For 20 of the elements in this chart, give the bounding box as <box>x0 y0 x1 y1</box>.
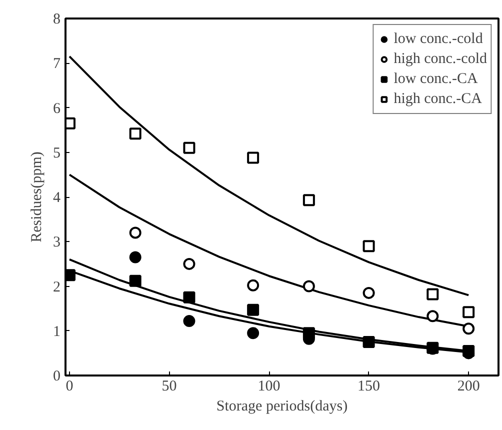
y-tick-label: 1 <box>53 324 60 340</box>
x-tick-label: 100 <box>258 378 280 394</box>
x-tick-label: 200 <box>457 378 480 394</box>
y-tick-label: 6 <box>53 100 61 117</box>
y-tick-label: 0 <box>53 368 60 384</box>
y-tick-label: 7 <box>53 56 61 72</box>
x-axis-title: Storage periods(days) <box>216 398 348 414</box>
legend-label: low conc.-cold <box>394 30 483 48</box>
y-tick-label: 3 <box>53 234 60 251</box>
y-tick-label: 8 <box>53 12 60 28</box>
x-tick-label: 150 <box>358 378 380 394</box>
legend-label: high conc.-CA <box>394 90 482 108</box>
x-tick-label: 0 <box>66 378 74 394</box>
y-tick-label: 2 <box>53 279 60 296</box>
legend-label: low conc.-CA <box>394 70 478 88</box>
y-axis-title: Residues(ppm) <box>29 152 45 242</box>
legend-label: high conc.-cold <box>394 50 487 68</box>
x-tick-label: 50 <box>162 378 177 394</box>
y-tick-label: 5 <box>53 145 60 162</box>
y-tick-label: 4 <box>53 190 61 206</box>
